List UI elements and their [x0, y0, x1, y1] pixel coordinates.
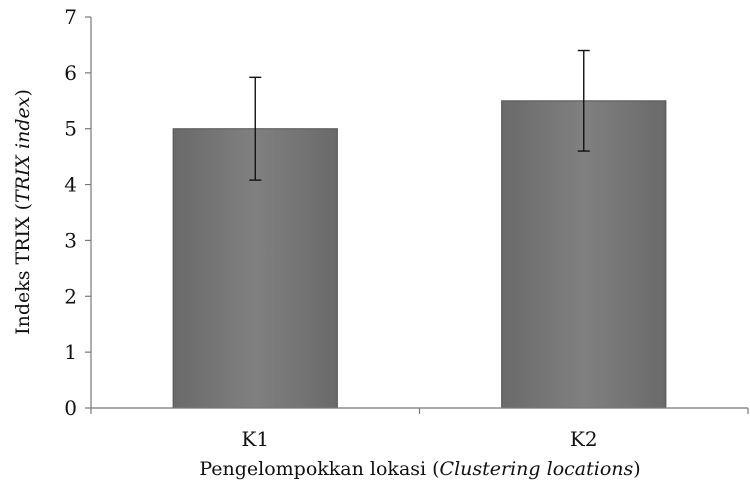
bars-layer: [172, 100, 667, 409]
bar-k2: [501, 100, 667, 409]
x-tick-label: K1: [241, 427, 269, 451]
y-tick-label: 4: [64, 173, 77, 197]
y-tick-label: 7: [64, 5, 77, 29]
y-tick-label: 5: [64, 117, 77, 141]
y-tick-label: 1: [64, 340, 77, 364]
y-tick-label: 6: [64, 61, 77, 85]
x-tick-label: K2: [570, 427, 598, 451]
y-tick-label: 3: [64, 228, 77, 252]
y-tick-label: 2: [64, 284, 77, 308]
x-ticks-layer: K1 K2: [90, 408, 749, 451]
y-ticks-layer: 0 1 2 3 4 5 6 7: [64, 5, 91, 420]
y-axis-title: Indeks TRIX (TRIX index): [12, 89, 34, 335]
error-bars-layer: [249, 49, 590, 181]
x-axis-title: Pengelompokkan lokasi (Clustering locati…: [199, 458, 640, 480]
y-tick-label: 0: [64, 396, 77, 420]
